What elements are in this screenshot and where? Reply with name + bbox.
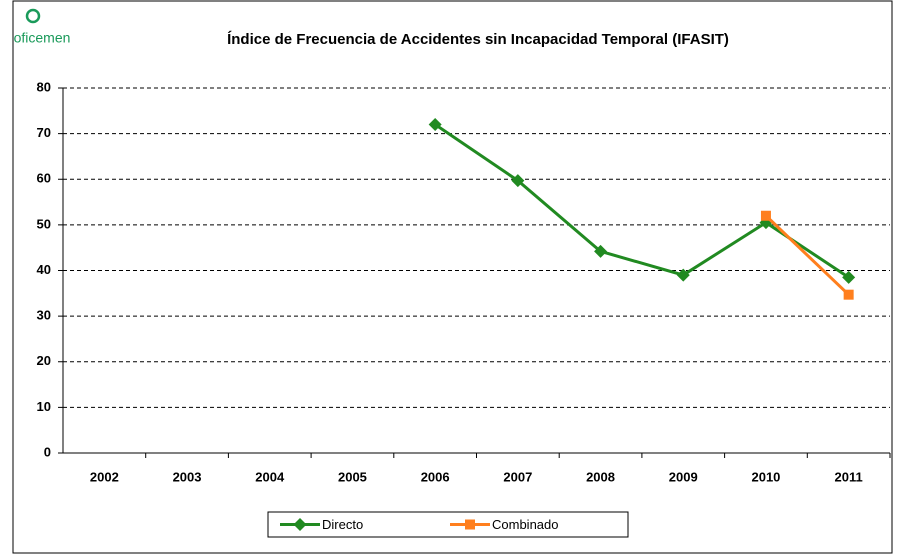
marker (842, 270, 856, 284)
x-tick-label: 2007 (503, 469, 532, 484)
marker (428, 118, 442, 131)
x-tick-label: 2009 (669, 469, 698, 484)
x-tick-label: 2003 (173, 469, 202, 484)
marker (465, 519, 475, 530)
marker (511, 174, 525, 188)
y-tick-label: 40 (37, 262, 51, 277)
x-tick-label: 2010 (751, 469, 780, 484)
x-tick-label: 2011 (835, 469, 863, 484)
chart-title: Índice de Frecuencia de Accidentes sin I… (227, 31, 729, 48)
marker (676, 268, 690, 282)
marker (843, 289, 854, 300)
x-tick-label: 2006 (421, 469, 450, 484)
legend-box (267, 511, 629, 538)
logo-icon (25, 8, 41, 24)
logo: oficemen (14, 30, 71, 46)
chart-frame (12, 0, 893, 554)
legend-label: Directo (322, 517, 363, 532)
y-tick-label: 0 (44, 444, 51, 459)
y-tick-label: 70 (37, 125, 51, 140)
y-tick-label: 10 (37, 399, 51, 414)
legend-label: Combinado (492, 517, 559, 532)
x-tick-label: 2004 (255, 469, 285, 484)
y-tick-label: 80 (37, 79, 51, 94)
series-line (434, 123, 850, 279)
x-tick-label: 2005 (338, 469, 367, 484)
y-tick-label: 20 (37, 353, 51, 368)
x-tick-label: 2008 (586, 469, 615, 484)
marker (594, 244, 608, 258)
marker (760, 210, 771, 221)
y-tick-label: 30 (37, 308, 51, 323)
marker (293, 518, 307, 531)
series-line (764, 214, 850, 296)
y-tick-label: 60 (37, 171, 51, 186)
x-tick-label: 2002 (90, 469, 119, 484)
y-tick-label: 50 (37, 216, 51, 231)
